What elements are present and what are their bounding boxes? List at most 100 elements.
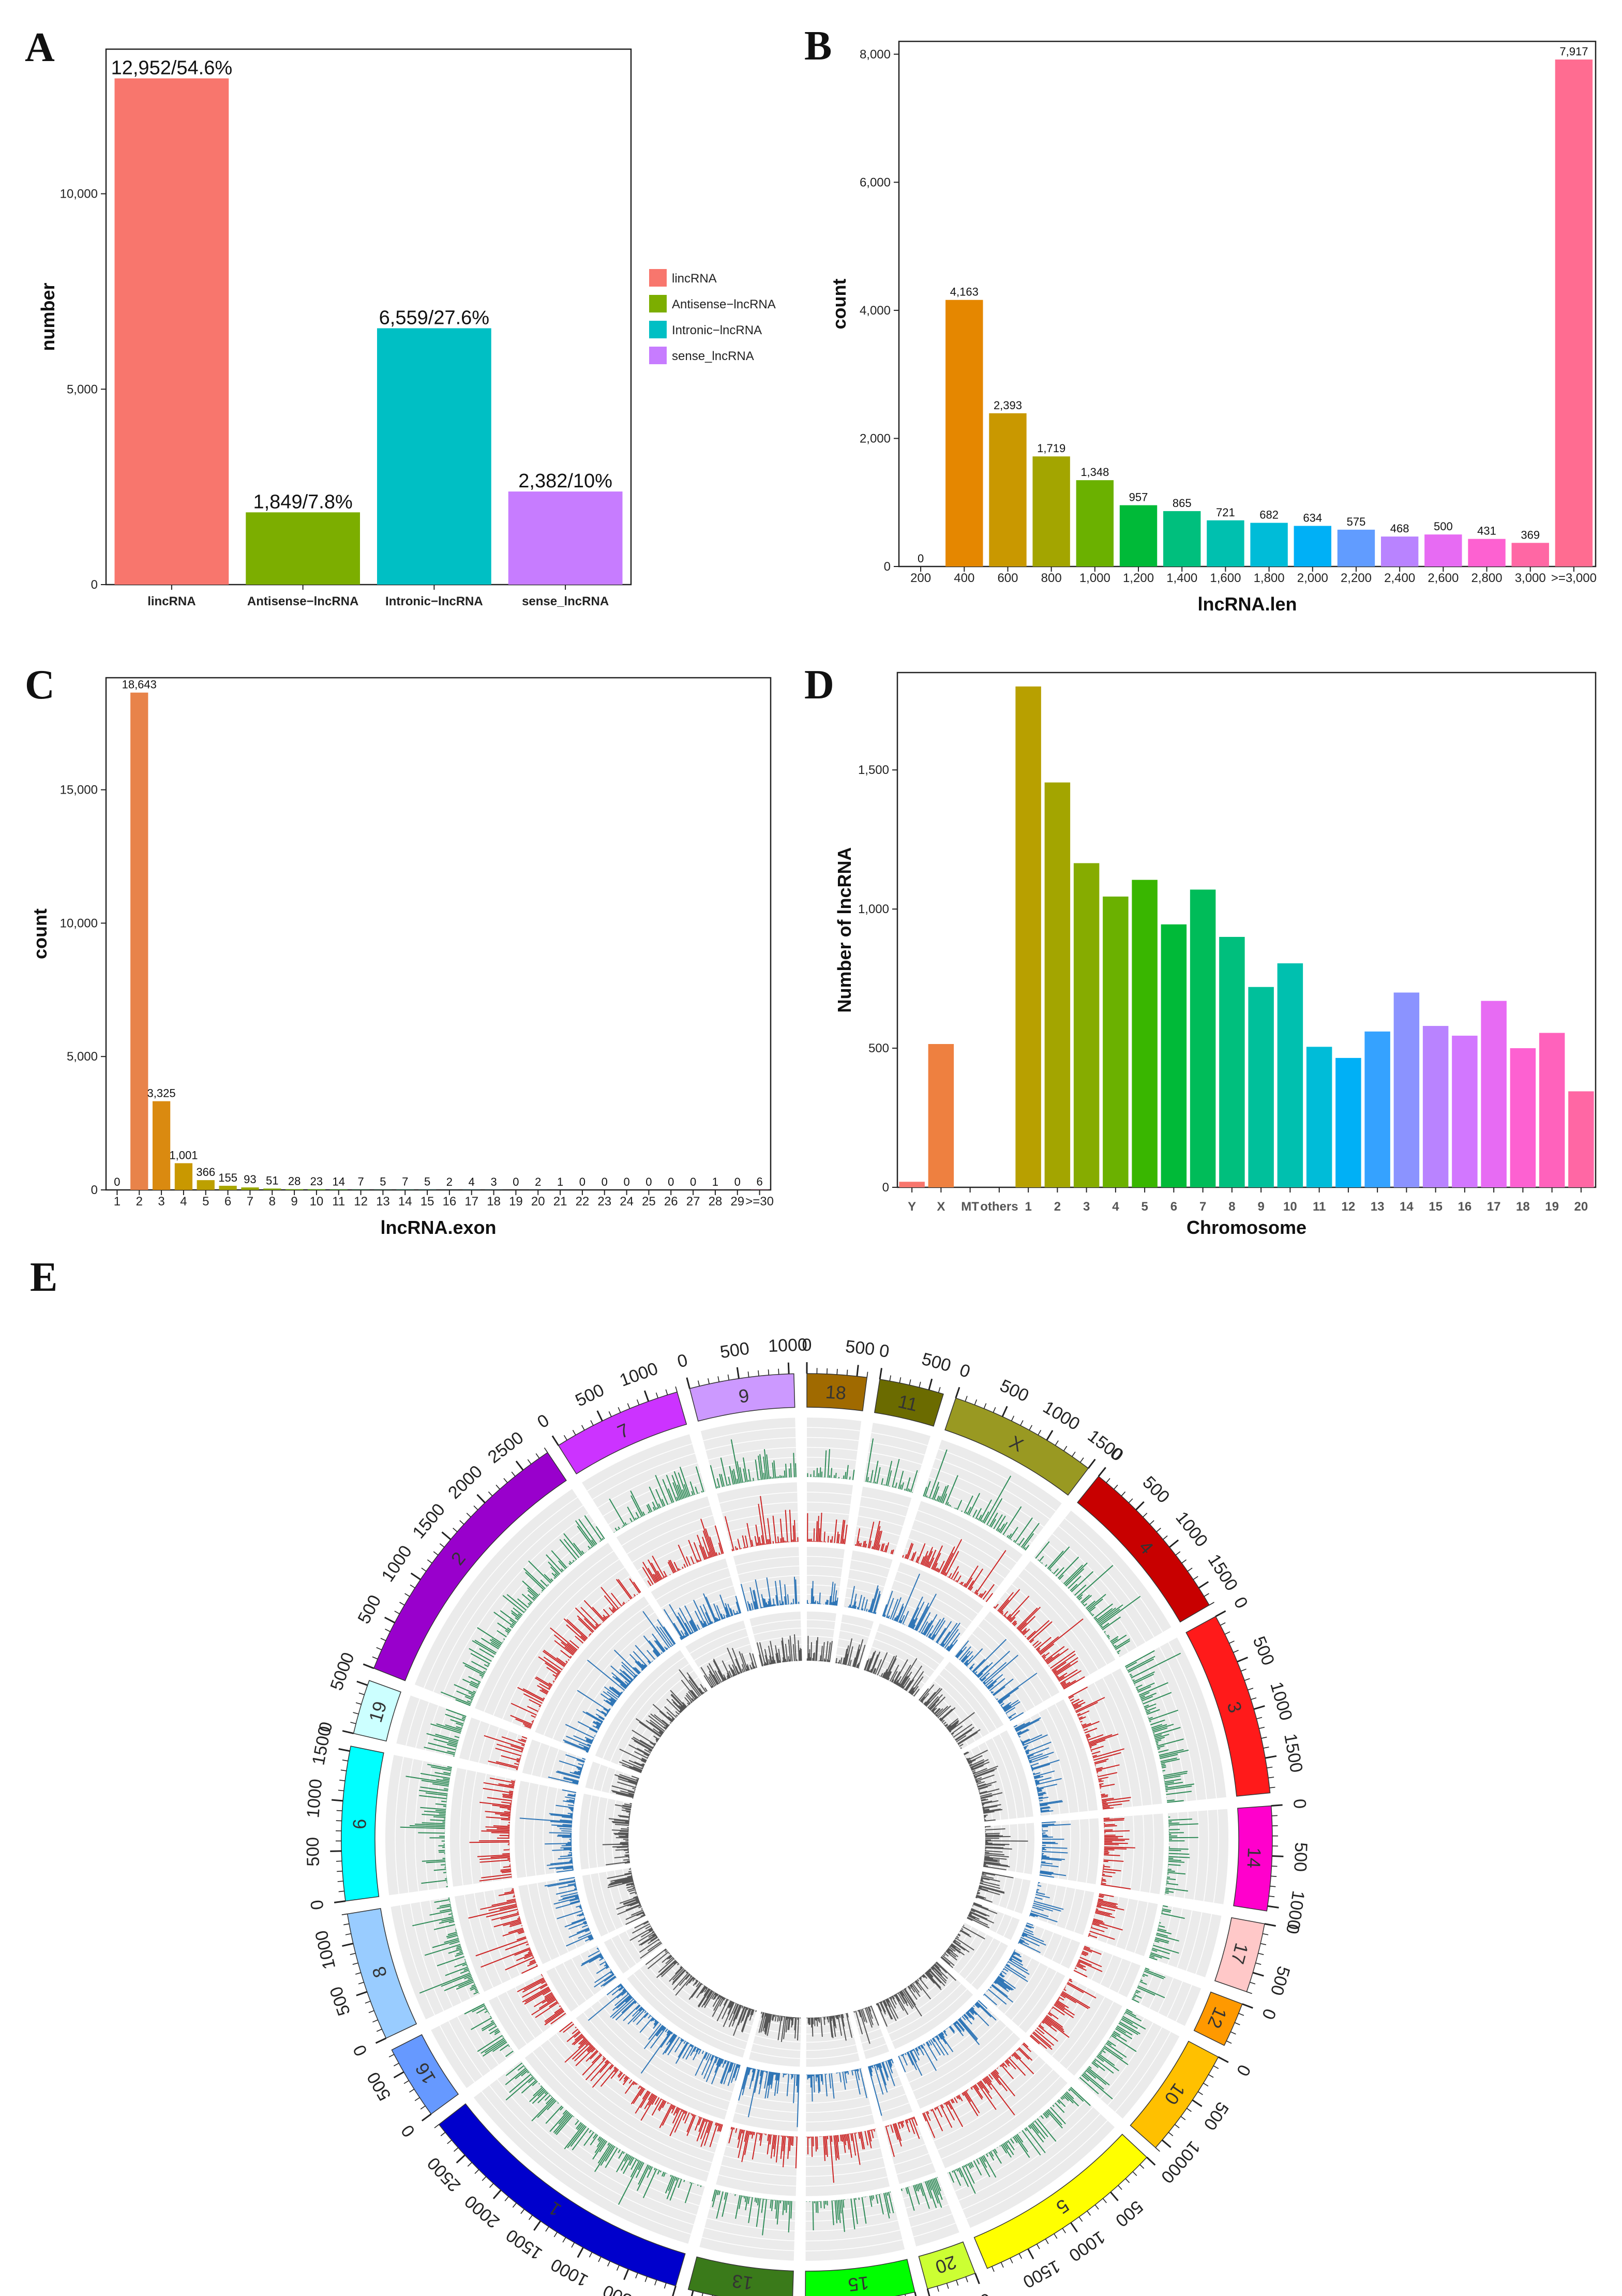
scale-tick [372,2019,378,2023]
bar-value-label: 93 [244,1173,256,1186]
scale-tick [562,2237,566,2243]
scale-tick [1268,1777,1274,1779]
track-histogram [867,2059,895,2116]
track-gridline [849,1569,888,1578]
track-gridline [996,1914,1005,1933]
track-gridline [869,1442,925,1456]
scale-tick [1146,2156,1156,2166]
bar-value-label: 23 [310,1175,323,1188]
scale-tick [946,2283,949,2289]
track-gridline [590,1874,609,1933]
bar [152,1101,171,1190]
track-gridline [1102,1677,1143,1806]
track-gridline [1006,1877,1015,1909]
scale-tick [1209,1602,1214,1606]
track-gridline [1158,1977,1174,2013]
scale-tick [1220,1622,1226,1626]
chromosome-segment [805,2259,915,2296]
chromosome-segment [1214,1917,1265,1992]
track-gridline [1064,1888,1076,1929]
track-gridline [598,2000,733,2093]
plot-frame [105,677,772,1191]
scale-tick [1251,1697,1257,1700]
track-gridline [406,1698,420,1746]
track-histogram [806,2068,867,2102]
scale-tick [1054,2233,1058,2239]
x-tick-label: 14 [1400,1200,1414,1214]
track-gridline [873,2076,899,2085]
track-gridline [633,1973,745,2050]
bar [1539,1033,1565,1187]
track-gridline [806,1556,844,1559]
chromosome-segment [874,1379,944,1427]
track-background [1013,1699,1098,1816]
track-gridline [1149,1814,1154,1893]
track-gridline [502,1567,625,1720]
x-tick-label: 800 [1041,571,1062,585]
bar [329,1189,348,1190]
track-background [1039,1818,1099,1885]
track-histogram [424,1708,467,1757]
track-gridline [506,1991,535,2039]
scale-tick-label: 1000 [311,1929,339,1971]
bar [928,1044,954,1187]
scale-tick [1106,1478,1110,1483]
scale-tick [529,2215,533,2220]
track-gridline [1059,1996,1105,2063]
scale-tick-label: 500 [572,1380,607,1411]
track-gridline [639,1968,748,2042]
scale-tick [1139,2164,1145,2169]
x-tick-label: sense_lncRNA [522,594,609,608]
track-histogram [464,2003,515,2058]
x-tick-label: 17 [464,1195,478,1209]
track-gridline [985,1741,1010,1820]
scale-tick [356,1991,368,1996]
bar [246,512,361,585]
y-tick-label: 0 [91,1183,98,1197]
x-tick-label: >=30 [745,1195,774,1209]
track-gridline [870,2067,896,2076]
track-gridline [675,1603,739,1633]
track-gridline [865,1471,917,1484]
track-gridline [587,1443,693,1492]
track-background [806,2012,860,2067]
scale-tick [1246,1991,1252,1994]
track-background [954,1611,1060,1721]
track-gridline [851,1559,890,1570]
bar-value-label: 0 [734,1175,741,1188]
scale-tick [459,1520,464,1525]
track-gridline [806,2114,873,2123]
track-gridline [1213,1809,1219,1903]
chromosome-segment [1130,2040,1219,2149]
bar [1568,1091,1594,1187]
x-tick-label: 17 [1487,1200,1501,1214]
y-tick-label: 15,000 [60,783,98,797]
track-gridline [845,1597,879,1606]
track-gridline [493,1890,521,1975]
scale-tick [456,2154,465,2164]
x-tick-label: 14 [398,1195,412,1209]
scale-tick [636,1399,640,1405]
track-gridline [493,1559,620,1716]
track-gridline [877,1631,940,1665]
track-gridline [1014,1878,1023,1912]
scale-tick-label: 500 [363,2068,395,2104]
track-gridline [546,1881,569,1952]
x-tick-label: 3 [1083,1200,1090,1214]
scale-tick-label: 0 [978,2289,994,2296]
scale-tick [974,1399,978,1405]
track-gridline [478,1724,491,1763]
track-gridline [846,1587,882,1597]
scale-tick [1087,1458,1096,1469]
track-gridline [966,1641,1027,1712]
track-gridline [737,2103,799,2113]
bar-value-label: 7 [402,1175,408,1188]
track-gridline [984,1618,1052,1697]
track-gridline [939,1674,990,1734]
x-tick-label: 8 [1228,1200,1235,1214]
scale-tick [1263,1747,1269,1749]
scale-tick-label: 500 [326,1984,354,2018]
track-gridline [1093,1682,1133,1807]
track-gridline [1064,1518,1163,1633]
scale-tick [339,1780,346,1781]
